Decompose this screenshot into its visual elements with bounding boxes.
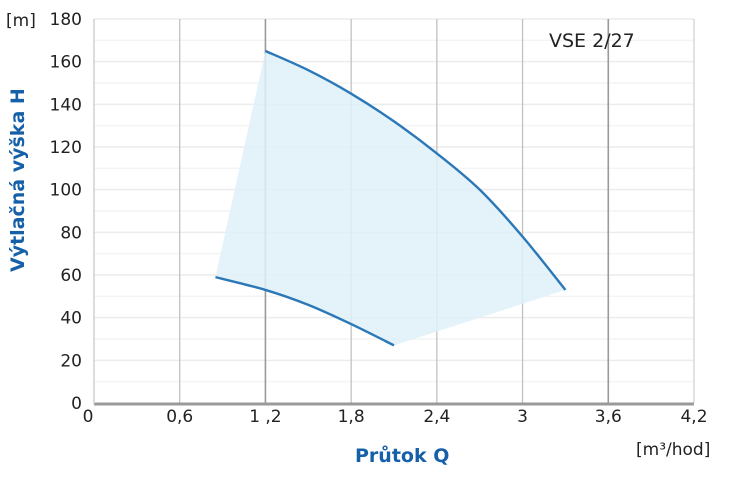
x-tick-label: 4,2 bbox=[680, 407, 707, 427]
y-tick-labels: 0 20 40 60 80 100 120 140 160 180 bbox=[50, 10, 82, 414]
y-tick-label: 40 bbox=[60, 309, 82, 329]
x-unit-label: [m³/hod] bbox=[636, 440, 710, 460]
max-curve bbox=[264, 49, 567, 291]
x-tick-label: 2,4 bbox=[423, 407, 450, 427]
y-tick-label: 60 bbox=[60, 266, 82, 286]
y-tick-label: 120 bbox=[50, 138, 82, 158]
y-axis-title: Výtlačná výška H bbox=[7, 88, 29, 272]
y-tick-label: 140 bbox=[50, 95, 82, 115]
x-axis-title: Průtok Q bbox=[355, 444, 449, 467]
min-curve bbox=[215, 275, 395, 347]
x-tick-label: 3,6 bbox=[595, 407, 622, 427]
x-tick-label: 0 bbox=[83, 407, 94, 427]
y-tick-label: 160 bbox=[50, 53, 82, 73]
chart-title: VSE 2/27 bbox=[549, 30, 635, 52]
x-tick-label: 1,8 bbox=[338, 407, 365, 427]
operating-region bbox=[215, 51, 566, 346]
y-unit-label: [m] bbox=[6, 11, 36, 31]
y-tick-label: 20 bbox=[60, 351, 82, 371]
y-tick-label: 0 bbox=[71, 394, 82, 414]
y-tick-label: 80 bbox=[60, 223, 82, 243]
y-tick-label: 180 bbox=[50, 10, 82, 30]
y-tick-label: 100 bbox=[50, 181, 82, 201]
x-tick-label: 3 bbox=[517, 407, 528, 427]
x-tick-label: 0,6 bbox=[166, 407, 193, 427]
x-tick-label: 1 ,2 bbox=[249, 407, 281, 427]
x-tick-labels: 0 0,6 1 ,2 1,8 2,4 3 3,6 4,2 bbox=[83, 407, 708, 427]
